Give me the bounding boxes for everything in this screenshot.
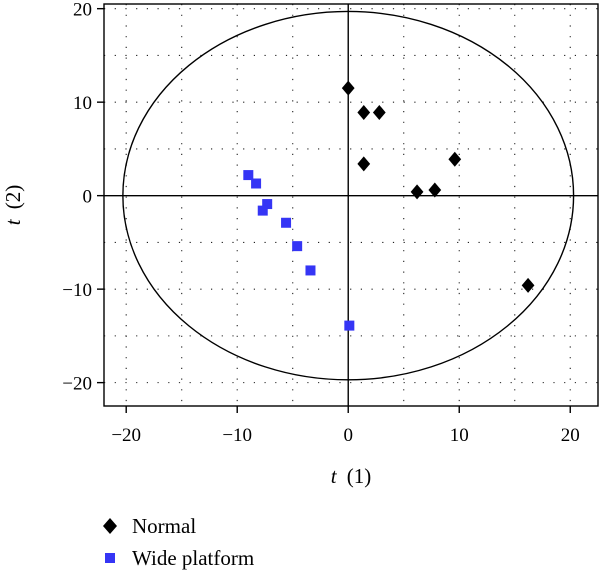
wide-platform-point	[262, 199, 273, 210]
y-tick-label: 0	[83, 187, 93, 208]
legend-item-normal: Normal	[100, 510, 254, 542]
x-axis-label-var: t	[331, 464, 338, 488]
legend-item-wide-platform: Wide platform	[100, 542, 254, 574]
legend: Normal Wide platform	[100, 510, 254, 574]
legend-label: Normal	[132, 513, 197, 538]
wide-platform-point	[344, 320, 355, 331]
normal-point	[357, 104, 371, 120]
tick-labels: −20 −10 0 10 20 −20 −10 0 10 20	[62, 0, 579, 446]
x-axis-label: t (1)	[331, 464, 372, 488]
x-tick-label: −20	[111, 425, 141, 446]
y-tick-label: 10	[73, 93, 92, 114]
y-tick-label: −20	[62, 374, 92, 395]
wide-platform-point	[281, 217, 292, 228]
wide-platform-point	[251, 178, 262, 189]
wide-platform-point	[292, 241, 303, 252]
normal-point	[428, 182, 442, 198]
square-marker-icon	[100, 548, 120, 568]
x-tick-label: 20	[561, 425, 580, 446]
normal-point	[410, 184, 424, 200]
normal-point	[341, 80, 355, 96]
grid	[104, 4, 598, 406]
normal-point	[357, 156, 371, 172]
confidence-ellipse	[122, 10, 575, 381]
x-tick-label: 10	[450, 425, 469, 446]
plot-frame	[103, 3, 599, 407]
x-axis-label-index: (1)	[347, 464, 372, 488]
wide-platform-point	[257, 205, 268, 216]
normal-point	[372, 104, 386, 120]
diamond-marker-icon	[100, 516, 120, 536]
scatter-chart: −20 −10 0 10 20 −20 −10 0 10 20 t (1) t (2)	[1, 0, 599, 488]
y-tick-label: −10	[62, 280, 92, 301]
wide-platform-point	[243, 170, 254, 181]
axes	[97, 3, 599, 413]
x-tick-label: 0	[343, 425, 353, 446]
y-axis-label-index: (2)	[1, 185, 25, 210]
x-tick-label: −10	[222, 425, 252, 446]
data-points	[243, 80, 535, 331]
normal-point	[448, 151, 462, 167]
legend-label: Wide platform	[132, 545, 255, 570]
y-tick-label: 20	[73, 0, 92, 21]
normal-point	[521, 277, 535, 293]
wide-platform-point	[305, 265, 316, 276]
y-axis-label-var: t	[1, 218, 25, 225]
y-axis-label: t (2)	[1, 185, 25, 226]
